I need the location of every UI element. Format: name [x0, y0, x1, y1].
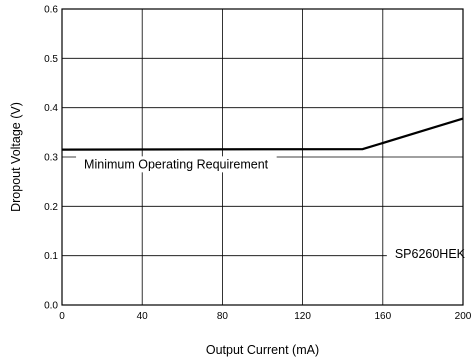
x-axis-title: Output Current (mA): [206, 343, 319, 357]
x-tick-label: 160: [374, 311, 391, 322]
x-tick-label: 200: [455, 311, 472, 322]
annotation-background: [76, 156, 277, 173]
x-tick-label: 120: [294, 311, 311, 322]
y-tick-label: 0.1: [44, 251, 58, 262]
y-axis-title: Dropout Voltage (V): [9, 102, 23, 212]
x-tick-label: 80: [217, 311, 229, 322]
annotation-background: [386, 246, 473, 263]
y-tick-label: 0.6: [44, 5, 58, 16]
y-tick-label: 0.0: [44, 301, 58, 312]
annotation-part-number: SP6260HEK: [395, 247, 466, 261]
y-tick-label: 0.5: [44, 54, 58, 65]
dropout-voltage-line: [61, 117, 464, 151]
x-tick-label: 40: [137, 311, 149, 322]
annotation-minimum-operating-requirement: Minimum Operating Requirement: [84, 157, 269, 171]
plot-frame: [61, 8, 464, 306]
annotation-layer: Minimum Operating Requirement SP6260HEK: [76, 156, 473, 263]
y-tick-label: 0.2: [44, 202, 58, 213]
series-layer: [61, 117, 464, 151]
x-tick-labels: 0 40 80 120 160 200: [59, 311, 472, 322]
y-tick-label: 0.3: [44, 153, 58, 164]
y-tick-labels: 0.0 0.1 0.2 0.3 0.4 0.5 0.6: [44, 5, 58, 312]
y-tick-label: 0.4: [44, 103, 58, 114]
x-tick-label: 0: [59, 311, 65, 322]
